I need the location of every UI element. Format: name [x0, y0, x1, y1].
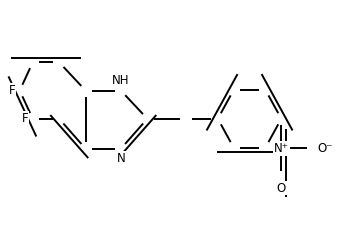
Text: F: F [22, 112, 28, 125]
Text: N: N [117, 152, 125, 165]
Text: NH: NH [112, 74, 130, 87]
Text: O⁻: O⁻ [317, 142, 333, 155]
Text: N⁺: N⁺ [274, 142, 289, 155]
Text: O: O [277, 182, 286, 194]
Text: F: F [9, 84, 15, 97]
